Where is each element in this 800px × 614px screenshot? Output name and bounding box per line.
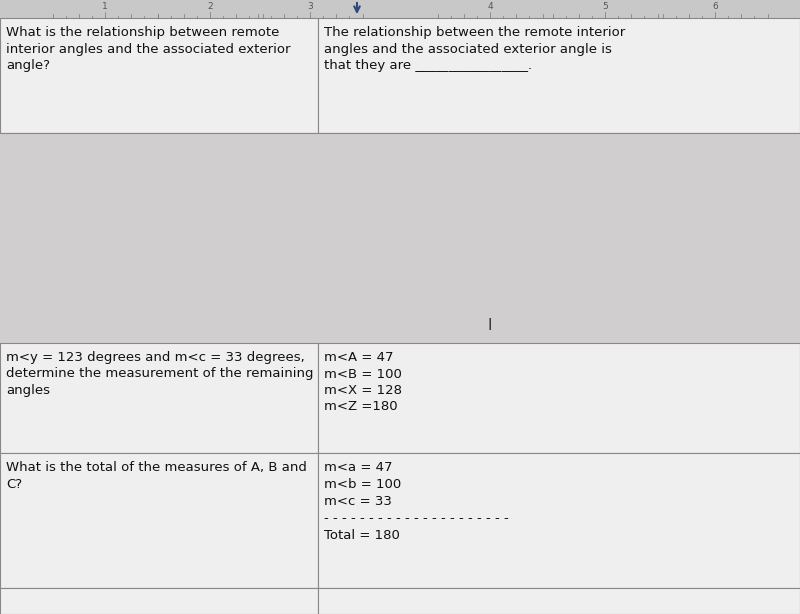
Text: What is the relationship between remote
interior angles and the associated exter: What is the relationship between remote … (6, 26, 290, 72)
Text: 6: 6 (712, 2, 718, 11)
Text: 4: 4 (487, 2, 493, 11)
Bar (318, 18, 800, 133)
Bar (0, 18, 318, 133)
Bar (318, 588, 800, 614)
Text: 1: 1 (102, 2, 108, 11)
Bar (318, 453, 800, 588)
Bar (0, 343, 318, 453)
Text: 5: 5 (602, 2, 608, 11)
Text: 2: 2 (207, 2, 213, 11)
Bar (0, 453, 318, 588)
Text: m<a = 47
m<b = 100
m<c = 33
- - - - - - - - - - - - - - - - - - - - -
Total = 18: m<a = 47 m<b = 100 m<c = 33 - - - - - - … (324, 461, 509, 542)
Text: m<y = 123 degrees and m<c = 33 degrees,
determine the measurement of the remaini: m<y = 123 degrees and m<c = 33 degrees, … (6, 351, 314, 397)
Text: What is the total of the measures of A, B and
C?: What is the total of the measures of A, … (6, 461, 307, 491)
Text: I: I (488, 317, 492, 333)
Bar (0, 588, 318, 614)
Text: m<A = 47
m<B = 100
m<X = 128
m<Z =180: m<A = 47 m<B = 100 m<X = 128 m<Z =180 (324, 351, 402, 413)
Bar (318, 343, 800, 453)
Bar (0, 0, 800, 18)
Text: The relationship between the remote interior
angles and the associated exterior : The relationship between the remote inte… (324, 26, 626, 72)
Bar (0, 133, 800, 343)
Text: 3: 3 (307, 2, 313, 11)
